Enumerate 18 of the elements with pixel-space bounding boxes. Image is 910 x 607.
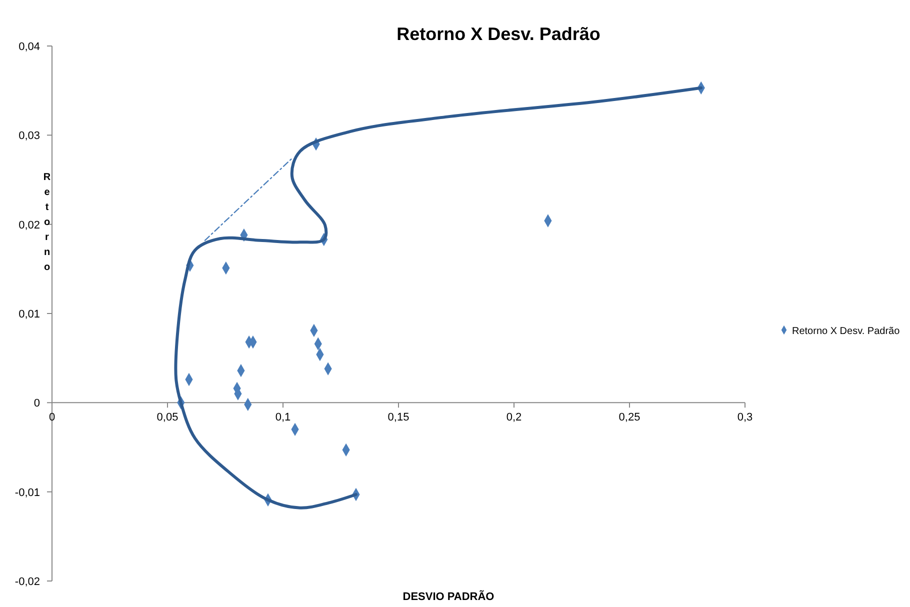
y-tick-label: 0 — [34, 398, 40, 410]
x-tick-label: 0 — [48, 412, 56, 424]
y-axis-title: Retorno — [43, 172, 52, 273]
x-tick-label: 0,1 — [275, 412, 291, 424]
y-tick-label: -0,02 — [14, 576, 40, 588]
y-tick-label: 0,04 — [18, 41, 40, 53]
x-tick-label: 0,05 — [156, 412, 178, 424]
y-tick-label: 0,02 — [18, 219, 40, 232]
legend-label: Retorno X Desv. Padrão — [792, 326, 900, 337]
x-tick-label: 0,2 — [506, 412, 522, 424]
y-tick-label: -0,01 — [14, 486, 40, 499]
y-tick-label: 0,03 — [18, 130, 40, 142]
x-tick-label: 0,25 — [618, 412, 640, 424]
x-axis-title: DESVIO PADRÃO — [402, 590, 495, 603]
chart-title: Retorno X Desv. Padrão — [396, 24, 600, 44]
x-tick-label: 0,3 — [737, 412, 753, 424]
y-tick-label: 0,01 — [18, 308, 40, 320]
x-tick-label: 0,15 — [388, 412, 410, 424]
